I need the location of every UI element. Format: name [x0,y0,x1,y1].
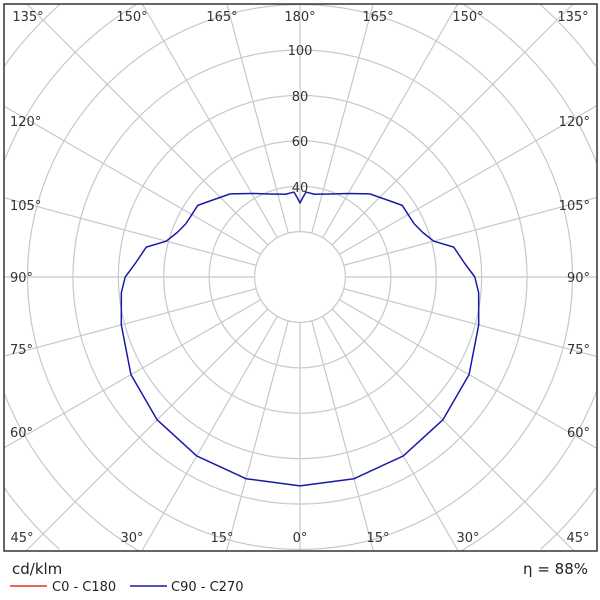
grid-spoke [141,316,278,552]
plot-frame [3,3,598,552]
angle-label: 135° [557,10,588,25]
angle-label: 60° [10,426,33,441]
grid-spoke [322,3,459,238]
radial-label-80: 80 [292,90,309,105]
grid-ring [540,4,597,67]
grid-spoke [331,308,575,552]
grid-spoke [25,308,269,552]
angle-label: 120° [559,115,590,130]
angle-label: 150° [116,10,147,25]
grid-spoke [339,105,598,255]
grid-spoke [343,196,598,266]
grid-spoke [226,320,289,552]
angle-label: 45° [10,531,33,546]
angle-label: 75° [10,343,33,358]
angle-label: 180° [284,10,315,25]
grid-spoke [141,3,278,238]
efficiency-label: η = 88% [523,560,588,578]
grid-ring [460,390,598,552]
legend-label-c90: C90 - C270 [171,580,243,595]
grid-spoke [343,288,598,358]
grid-spoke [331,3,574,246]
angle-label: 165° [206,10,237,25]
radial-label-100: 100 [288,44,313,59]
grid-spoke [3,105,261,255]
legend-label-c0: C0 - C180 [52,580,116,595]
series-curve-1 [120,191,480,487]
angle-label: 90° [567,271,590,286]
grid-spoke [3,299,261,449]
grid-ring [540,487,597,550]
grid-spoke [226,3,289,234]
grid-spoke [311,320,374,552]
legend: C0 - C180 C90 - C270 [10,580,243,595]
grid-ring [3,4,137,161]
grid-spoke [311,3,374,234]
grid-ring [463,4,598,164]
grid-spoke [322,316,459,552]
angle-label: 45° [566,531,589,546]
grid-ring [3,487,60,550]
angle-label: 60° [567,426,590,441]
angle-labels-top: 135° 150° 165° 180° 165° 150° 135° [12,10,588,25]
radial-tick-labels: 40 60 80 100 [288,44,313,196]
angle-label: 30° [120,531,143,546]
grid-ring [3,393,140,552]
grid-spoke [26,3,269,246]
angle-label: 165° [362,10,393,25]
unit-label: cd/klm [12,560,62,578]
angle-label: 15° [366,531,389,546]
grid-spoke [339,299,598,449]
angle-label: 0° [293,531,308,546]
radial-label-40: 40 [292,181,309,196]
angle-label: 30° [456,531,479,546]
angle-label: 105° [559,199,590,214]
angle-labels-bottom: 45° 30° 15° 0° 15° 30° 45° [10,531,589,546]
grid-spoke [3,288,257,357]
angle-labels-left: 120° 105° 90° 75° 60° [10,115,41,441]
angle-label: 135° [12,10,43,25]
angle-labels-right: 120° 105° 90° 75° 60° [559,115,590,441]
angle-label: 15° [210,531,233,546]
angle-label: 75° [567,343,590,358]
radial-label-60: 60 [292,135,309,150]
grid-spoke [3,197,257,266]
grid-ring [254,231,347,324]
angle-label: 150° [452,10,483,25]
angle-label: 105° [10,199,41,214]
grid-ring [3,4,60,67]
angle-label: 90° [10,271,33,286]
angle-label: 120° [10,115,41,130]
